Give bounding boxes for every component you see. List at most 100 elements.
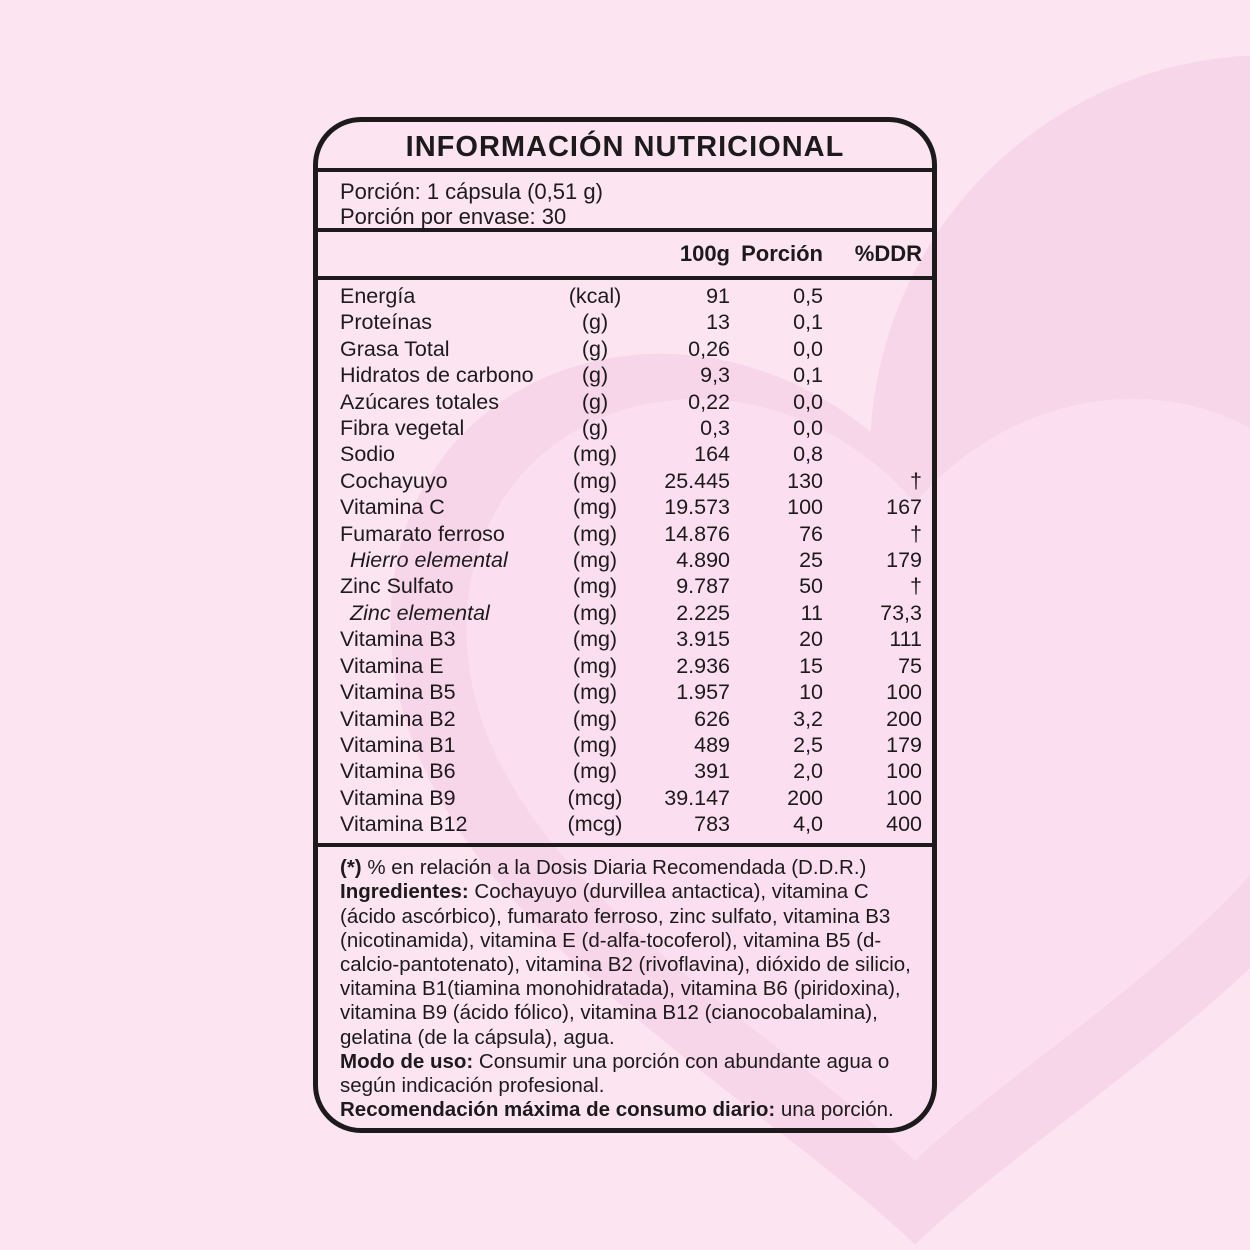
- table-row: Sodio (mg) 164 0,8: [318, 441, 932, 467]
- decor-heart-inner: [466, 399, 1250, 1161]
- value-100g: 91: [706, 284, 730, 308]
- value-100g: 19.573: [664, 495, 730, 520]
- value-portion: 0,8: [793, 442, 823, 467]
- table-row: Vitamina B5 (mg) 1.957 10 100: [318, 679, 932, 705]
- nutrient-name: Zinc Sulfato: [340, 574, 454, 599]
- footnote-paragraph: Modo de uso: Consumir una porción con ab…: [340, 1049, 890, 1097]
- value-portion: 11: [800, 600, 823, 625]
- table-row: Vitamina E (mg) 2.936 15 75: [318, 653, 932, 679]
- value-100g: 14.876: [664, 521, 730, 546]
- value-ddr: [823, 362, 922, 388]
- nutrient-unit: (mg): [572, 732, 618, 757]
- value-100g: 0,3: [700, 416, 730, 441]
- value-100g: 9,3: [700, 363, 730, 388]
- value-portion: 25: [799, 548, 823, 573]
- value-100g: 2.936: [676, 653, 730, 678]
- table-row: Azúcares totales (g) 0,22 0,0: [318, 389, 932, 415]
- value-ddr: 400: [886, 812, 922, 837]
- value-portion: 4,0: [793, 812, 823, 837]
- value-100g: 0,26: [688, 336, 730, 361]
- value-portion: 3,2: [793, 706, 823, 731]
- value-ddr: 167: [886, 495, 922, 520]
- nutrient-unit: (mg): [572, 495, 618, 520]
- nutrient-unit: (mg): [572, 548, 618, 573]
- value-ddr: 111: [889, 627, 922, 652]
- footnote-paragraph: Recomendación máxima de consumo diario: …: [340, 1098, 894, 1122]
- table-row: Vitamina B3 (mg) 3.915 20 111: [318, 626, 932, 652]
- footnotes: (*) % en relación a la Dosis Diaria Reco…: [318, 847, 932, 1128]
- nutrient-name: Energía: [340, 284, 416, 308]
- table-row: Proteínas (g) 13 0,1: [318, 309, 932, 335]
- nutrient-unit: (mg): [572, 759, 618, 784]
- nutrient-table-body: Energía (kcal) 91 0,5 Proteínas (g) 13 0…: [318, 280, 932, 848]
- value-ddr: 100: [886, 680, 922, 705]
- table-row: Vitamina B9 (mcg) 39.147 200 100: [318, 785, 932, 811]
- value-portion: 20: [799, 627, 823, 652]
- nutrient-unit: (mg): [572, 600, 618, 625]
- nutrient-name: Proteínas: [340, 310, 433, 335]
- value-portion: 100: [787, 495, 823, 520]
- value-ddr: 75: [898, 653, 922, 678]
- value-ddr: [823, 389, 922, 415]
- nutrient-name: Vitamina B5: [340, 680, 456, 705]
- value-100g: 489: [694, 732, 730, 757]
- nutrient-name: Vitamina B1: [340, 732, 456, 757]
- nutrient-name: Zinc elemental: [350, 600, 490, 625]
- table-row: Cochayuyo (mg) 25.445 130 †: [318, 468, 932, 494]
- nutrient-name: Vitamina C: [340, 495, 445, 520]
- table-row: Fumarato ferroso (mg) 14.876 76 †: [318, 521, 932, 547]
- nutrient-name: Hidratos de carbono: [340, 363, 534, 388]
- nutrient-name: Hierro elemental: [350, 548, 508, 573]
- value-100g: 4.890: [676, 548, 730, 573]
- value-portion: 10: [799, 680, 823, 705]
- value-ddr: [823, 415, 922, 441]
- value-ddr: 179: [886, 548, 922, 573]
- column-header-portion: Porción: [741, 241, 823, 266]
- table-row: Hierro elemental (mg) 4.890 25 179: [318, 547, 932, 573]
- nutrient-name: Fumarato ferroso: [340, 521, 505, 546]
- value-portion: 0,5: [793, 284, 823, 308]
- nutrient-name: Grasa Total: [340, 336, 450, 361]
- nutrient-name: Vitamina B12: [340, 812, 468, 837]
- value-100g: 39.147: [664, 785, 730, 810]
- nutrient-unit: (mg): [572, 653, 618, 678]
- column-header-100g: 100g: [679, 241, 730, 266]
- table-row: Vitamina C (mg) 19.573 100 167: [318, 494, 932, 520]
- value-100g: 1.957: [676, 680, 730, 705]
- nutrient-name: Sodio: [340, 442, 395, 467]
- value-ddr: [823, 441, 922, 467]
- value-ddr: †: [910, 521, 922, 546]
- value-portion: 50: [799, 574, 823, 599]
- serving-info: Porción: 1 cápsula (0,51 g) Porción por …: [318, 172, 932, 232]
- table-row: Zinc Sulfato (mg) 9.787 50 †: [318, 573, 932, 599]
- value-portion: 76: [799, 521, 823, 546]
- value-ddr: 100: [886, 759, 922, 784]
- table-row: Grasa Total (g) 0,26 0,0: [318, 336, 932, 362]
- value-portion: 0,0: [793, 336, 823, 361]
- nutrient-name: Cochayuyo: [340, 468, 448, 493]
- nutrient-name: Vitamina B6: [340, 759, 456, 784]
- table-row: Vitamina B2 (mg) 626 3,2 200: [318, 706, 932, 732]
- value-portion: 0,0: [793, 416, 823, 441]
- nutrient-name: Vitamina E: [340, 653, 444, 678]
- nutrient-unit: (mg): [572, 706, 618, 731]
- value-100g: 164: [694, 442, 730, 467]
- nutrient-unit: (g): [581, 416, 609, 441]
- nutrient-name: Azúcares totales: [340, 389, 499, 414]
- nutrient-unit: (g): [581, 310, 609, 335]
- value-ddr: †: [910, 468, 922, 493]
- nutrient-unit: (mcg): [567, 785, 623, 810]
- nutrient-name: Fibra vegetal: [340, 416, 465, 441]
- value-portion: 130: [787, 468, 823, 493]
- value-100g: 0,22: [688, 389, 730, 414]
- servings-per-container: Porción por envase: 30: [340, 204, 567, 229]
- value-ddr: 200: [886, 706, 922, 731]
- value-100g: 9.787: [676, 574, 730, 599]
- label-title: INFORMACIÓN NUTRICIONAL: [318, 122, 932, 172]
- value-100g: 391: [694, 759, 730, 784]
- nutrient-unit: (mg): [572, 574, 618, 599]
- table-row: Vitamina B1 (mg) 489 2,5 179: [318, 732, 932, 758]
- value-100g: 626: [694, 706, 730, 731]
